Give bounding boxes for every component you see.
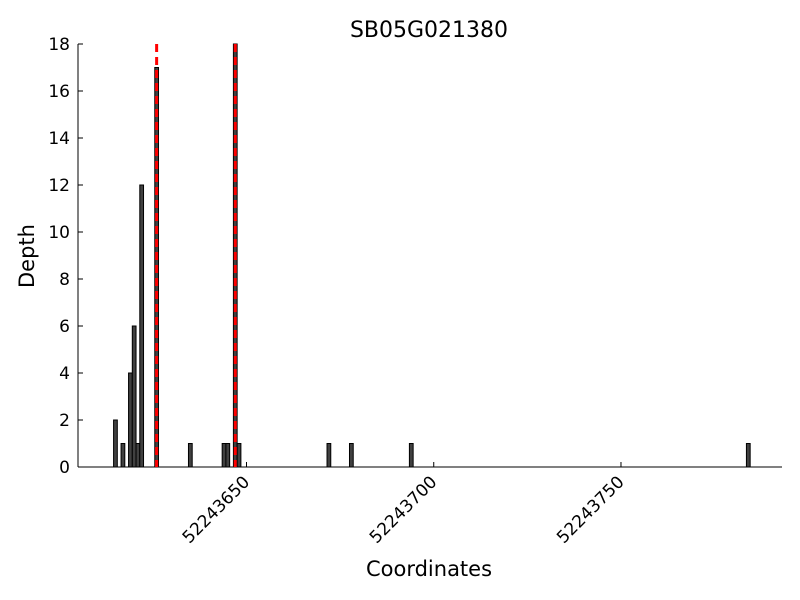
bar bbox=[131, 325, 137, 468]
bar bbox=[408, 443, 414, 468]
y-tick-label: 4 bbox=[59, 364, 70, 384]
bar bbox=[135, 443, 141, 468]
bar bbox=[128, 372, 133, 468]
bar bbox=[225, 443, 231, 468]
bar bbox=[187, 443, 193, 468]
y-tick-label: 18 bbox=[48, 35, 70, 55]
bar bbox=[326, 443, 332, 468]
bar bbox=[745, 443, 751, 468]
y-tick-label: 12 bbox=[48, 176, 70, 196]
y-tick-label: 6 bbox=[59, 317, 70, 337]
y-tick-label: 8 bbox=[59, 270, 70, 290]
y-axis-label: Depth bbox=[15, 224, 39, 288]
chart-title: SB05G021380 bbox=[350, 18, 508, 43]
bar bbox=[113, 419, 118, 468]
bar bbox=[221, 443, 227, 468]
y-tick-label: 0 bbox=[59, 458, 70, 478]
y-tick-label: 2 bbox=[59, 411, 70, 431]
x-axis-label: Coordinates bbox=[366, 557, 492, 581]
y-tick-label: 16 bbox=[48, 82, 70, 102]
bar bbox=[139, 184, 145, 468]
bar bbox=[236, 443, 242, 468]
y-tick-label: 10 bbox=[48, 223, 70, 243]
y-tick-label: 14 bbox=[48, 129, 70, 149]
bar bbox=[120, 443, 126, 468]
bar bbox=[348, 443, 354, 468]
